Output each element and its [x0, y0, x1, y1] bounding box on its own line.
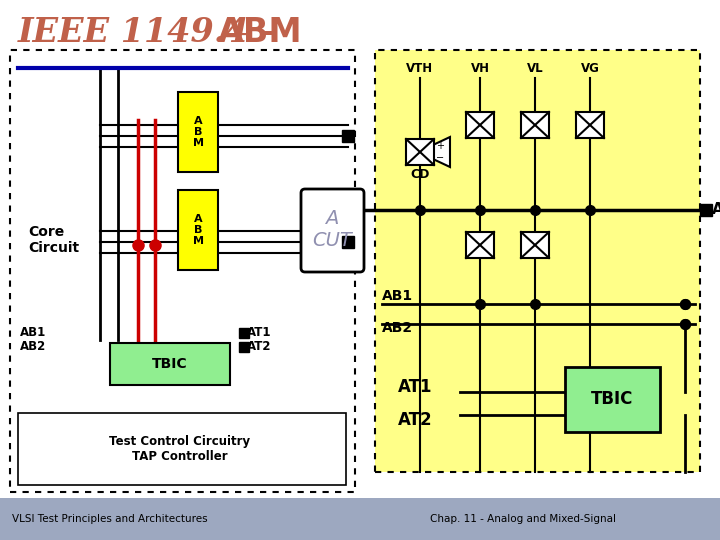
Bar [576, 112, 604, 138]
Text: VG: VG [580, 62, 600, 75]
Bar [521, 112, 549, 138]
Bar [521, 232, 549, 258]
Text: AT2: AT2 [247, 341, 271, 354]
Bar [0, 498, 720, 540]
Text: IEEE 1149.4 -: IEEE 1149.4 - [18, 17, 287, 50]
Text: AB2: AB2 [20, 341, 46, 354]
Bar [178, 92, 218, 172]
Text: TBIC: TBIC [152, 357, 188, 371]
Text: Chap. 11 - Analog and Mixed-Signal: Chap. 11 - Analog and Mixed-Signal [430, 514, 616, 524]
Bar [18, 413, 346, 485]
Text: AB1: AB1 [20, 327, 46, 340]
Text: A
B
M: A B M [192, 116, 204, 148]
Text: ABM: ABM [218, 17, 302, 50]
Text: A Pin: A Pin [712, 202, 720, 218]
Bar [466, 232, 494, 258]
Polygon shape [418, 137, 450, 167]
Text: VLSI Test Principles and Architectures: VLSI Test Principles and Architectures [12, 514, 207, 524]
Text: VTH: VTH [406, 62, 433, 75]
Bar [110, 343, 230, 385]
Text: VH: VH [470, 62, 490, 75]
Text: CD: CD [410, 168, 430, 181]
Bar [565, 367, 660, 432]
Bar [375, 50, 700, 472]
Text: AB2: AB2 [382, 321, 413, 335]
Bar [178, 190, 218, 270]
Text: AT1: AT1 [398, 378, 433, 396]
Text: Test Control Circuitry
TAP Controller: Test Control Circuitry TAP Controller [109, 435, 251, 463]
Text: A
B
M: A B M [192, 214, 204, 246]
Text: Core
Circuit: Core Circuit [28, 225, 79, 255]
Text: TBIC: TBIC [591, 390, 634, 408]
FancyBboxPatch shape [301, 189, 364, 272]
Text: VL: VL [527, 62, 544, 75]
Text: +: + [436, 141, 444, 151]
Text: AT1: AT1 [247, 327, 271, 340]
Text: −: − [436, 153, 444, 163]
Bar [10, 50, 355, 492]
Bar [406, 139, 434, 165]
Text: AB1: AB1 [382, 289, 413, 303]
Bar [466, 112, 494, 138]
Text: AT2: AT2 [398, 411, 433, 429]
Text: A
CUT: A CUT [312, 210, 352, 251]
